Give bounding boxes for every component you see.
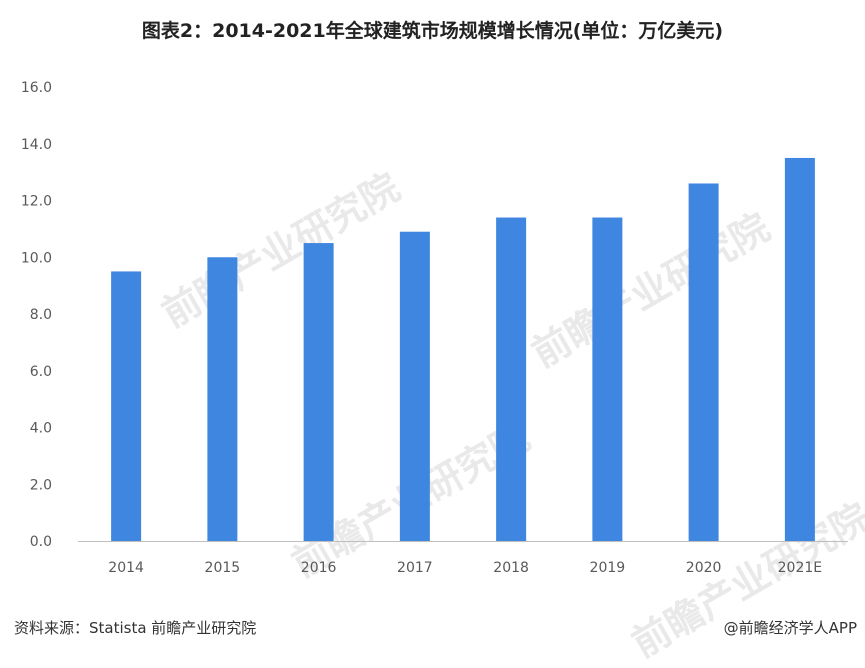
- x-tick-label: 2015: [205, 560, 241, 576]
- y-tick-label: 12.0: [21, 194, 52, 210]
- x-tick-label: 2018: [493, 560, 529, 576]
- x-tick-label: 2016: [301, 560, 337, 576]
- y-tick-label: 10.0: [21, 250, 52, 266]
- bar-2021E: [784, 157, 815, 541]
- x-tick-label: 2020: [686, 560, 722, 576]
- bar-2014: [111, 271, 142, 541]
- chart-title: 图表2：2014-2021年全球建筑市场规模增长情况(单位：万亿美元): [141, 20, 724, 42]
- bar-2018: [496, 217, 527, 541]
- x-tick-label: 2017: [397, 560, 433, 576]
- x-tick-label: 2019: [590, 560, 626, 576]
- y-tick-label: 16.0: [21, 80, 52, 96]
- bar-2015: [207, 257, 238, 541]
- y-tick-label: 6.0: [30, 364, 52, 380]
- y-tick-label: 4.0: [30, 421, 52, 437]
- bar-2017: [399, 231, 430, 541]
- source-note: 资料来源：Statista 前瞻产业研究院: [14, 619, 257, 637]
- y-tick-label: 0.0: [30, 534, 52, 550]
- y-tick-label: 8.0: [30, 307, 52, 323]
- credit-note: @前瞻经济学人APP: [723, 619, 857, 637]
- bar-2016: [303, 243, 334, 541]
- y-tick-label: 14.0: [21, 137, 52, 153]
- x-tick-label: 2021E: [778, 560, 822, 576]
- x-tick-label: 2014: [108, 560, 144, 576]
- y-tick-label: 2.0: [30, 477, 52, 493]
- bar-2019: [592, 217, 623, 541]
- bar-chart: 0.0 2.0 4.0 6.0 8.0 10.0 12.0 14.0 16.0 2014 2015 2…: [21, 80, 848, 576]
- bar-2020: [688, 183, 719, 541]
